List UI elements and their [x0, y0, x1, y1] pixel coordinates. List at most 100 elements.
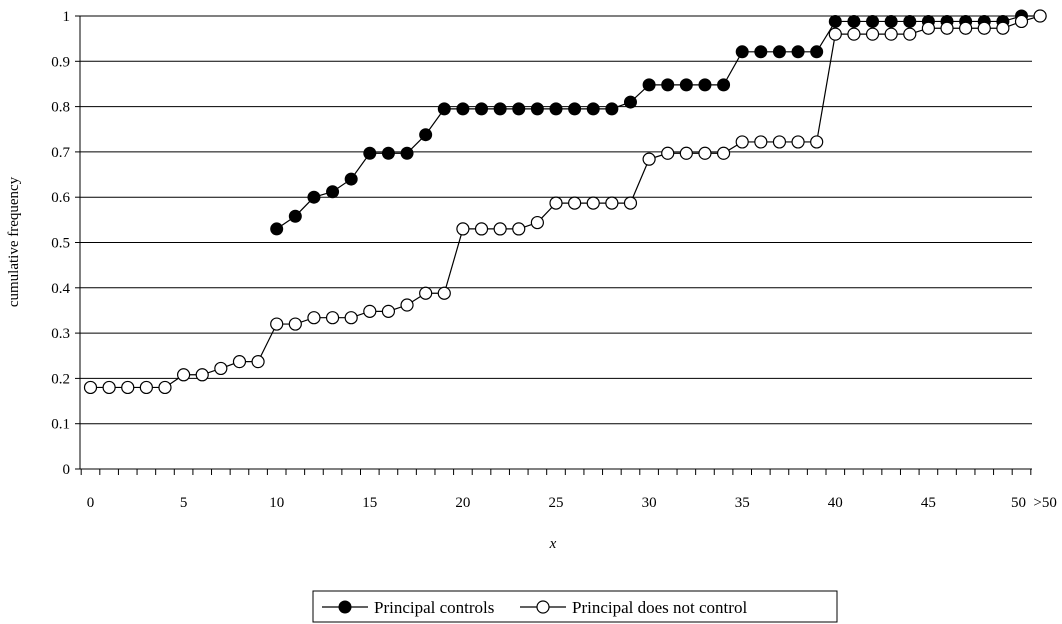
data-point-principal-controls: [754, 45, 768, 59]
legend-label-principal-does-not-control: Principal does not control: [572, 598, 747, 617]
data-point-principal-controls: [344, 172, 358, 186]
y-tick-label: 0.8: [51, 100, 70, 116]
data-point-principal-does-not-control: [679, 146, 693, 160]
y-tick-labels: 0 0.1 0.2 0.3 0.4 0.5 0.6 0.7 0.8 0.9 1: [51, 9, 70, 478]
y-tick-label: 1: [63, 9, 71, 25]
y-tick-label: 0.7: [51, 145, 70, 161]
data-point-principal-does-not-control: [549, 196, 563, 210]
data-point-principal-does-not-control: [493, 222, 507, 236]
data-point-principal-controls: [493, 102, 507, 116]
x-tick-labels: 0 5 10 15 20 25 30 35 40 45 50 >50: [87, 495, 1057, 511]
data-point-principal-does-not-control: [754, 135, 768, 149]
data-point-principal-controls: [866, 14, 880, 28]
x-tick-label: 40: [828, 495, 843, 511]
data-point-principal-does-not-control: [530, 215, 544, 230]
data-point-principal-does-not-control: [195, 368, 209, 382]
series-points: [83, 9, 1047, 395]
data-point-principal-does-not-control: [158, 380, 172, 395]
x-tick-label: 0: [87, 495, 95, 511]
data-point-principal-does-not-control: [772, 135, 787, 149]
data-point-principal-controls: [381, 146, 395, 160]
data-point-principal-does-not-control: [605, 196, 619, 210]
data-point-principal-does-not-control: [102, 380, 116, 395]
data-point-principal-does-not-control: [456, 222, 470, 236]
data-point-principal-does-not-control: [344, 311, 358, 325]
x-tick-label: 35: [735, 495, 750, 511]
data-point-principal-does-not-control: [400, 298, 414, 312]
data-point-principal-does-not-control: [903, 27, 917, 41]
series-line-1: [90, 15, 1041, 389]
data-point-principal-does-not-control: [828, 27, 842, 41]
data-point-principal-controls: [400, 146, 414, 160]
y-tick-label: 0.9: [51, 54, 70, 70]
y-tick-label: 0: [63, 462, 71, 478]
data-point-principal-does-not-control: [474, 222, 489, 236]
x-tick-label: >50: [1033, 495, 1056, 511]
data-point-principal-controls: [288, 209, 302, 223]
data-point-principal-does-not-control: [921, 21, 936, 35]
data-point-principal-does-not-control: [940, 21, 954, 35]
data-point-principal-controls: [307, 190, 321, 204]
data-point-principal-does-not-control: [307, 311, 321, 325]
data-point-principal-controls: [605, 102, 619, 116]
data-point-principal-controls: [884, 14, 898, 28]
data-point-principal-controls: [326, 185, 340, 199]
data-point-principal-does-not-control: [847, 27, 861, 41]
y-tick-label: 0.1: [51, 417, 70, 433]
data-point-principal-controls: [363, 146, 377, 160]
data-point-principal-controls: [772, 45, 786, 59]
x-tick-label: 45: [921, 495, 936, 511]
legend-label-principal-controls: Principal controls: [374, 598, 494, 617]
data-point-principal-does-not-control: [977, 21, 991, 35]
data-point-principal-does-not-control: [214, 361, 228, 376]
data-point-principal-does-not-control: [512, 222, 526, 236]
data-point-principal-controls: [549, 102, 563, 116]
x-tick-label: 15: [362, 495, 377, 511]
data-point-principal-does-not-control: [232, 355, 247, 369]
data-point-principal-does-not-control: [698, 146, 712, 160]
data-point-principal-controls: [847, 14, 861, 28]
x-tick-label: 10: [269, 495, 284, 511]
y-tick-label: 0.3: [51, 326, 70, 342]
y-tick-label: 0.4: [51, 281, 70, 297]
data-point-principal-does-not-control: [661, 146, 675, 160]
data-point-principal-controls: [530, 102, 544, 116]
data-point-principal-does-not-control: [884, 27, 898, 41]
y-tick-label: 0.2: [51, 371, 70, 387]
data-point-principal-does-not-control: [1033, 9, 1047, 23]
axes: [75, 15, 1032, 475]
data-point-principal-controls: [661, 78, 675, 92]
x-tick-label: 5: [180, 495, 188, 511]
data-point-principal-does-not-control: [381, 304, 396, 318]
data-point-principal-does-not-control: [83, 380, 98, 395]
data-point-principal-does-not-control: [735, 135, 749, 149]
data-point-principal-controls: [419, 128, 433, 142]
data-point-principal-does-not-control: [959, 21, 973, 35]
data-point-principal-does-not-control: [325, 311, 340, 325]
data-point-principal-controls: [810, 45, 824, 59]
data-point-principal-does-not-control: [586, 196, 600, 210]
y-axis-title: cumulative frequency: [6, 176, 22, 307]
data-point-principal-controls: [642, 78, 656, 92]
legend-box: [312, 590, 838, 623]
legend-marker-principal-does-not-control: [536, 600, 550, 614]
data-point-principal-does-not-control: [251, 355, 265, 369]
data-point-principal-does-not-control: [288, 317, 302, 331]
data-point-principal-does-not-control: [810, 135, 824, 149]
data-point-principal-controls: [791, 45, 805, 59]
data-point-principal-controls: [456, 102, 470, 116]
data-point-principal-does-not-control: [791, 135, 805, 149]
data-point-principal-does-not-control: [419, 286, 433, 300]
y-tick-label: 0.6: [51, 190, 70, 206]
legend: Principal controls Principal does not co…: [312, 590, 838, 623]
data-point-principal-controls: [828, 14, 842, 28]
data-point-principal-does-not-control: [270, 317, 284, 331]
x-tick-label: 25: [549, 495, 564, 511]
data-point-principal-controls: [512, 102, 526, 116]
legend-marker-principal-controls: [338, 600, 352, 614]
data-point-principal-controls: [623, 95, 637, 109]
data-point-principal-does-not-control: [177, 368, 191, 382]
y-tick-label: 0.5: [51, 236, 70, 252]
data-point-principal-controls: [568, 102, 582, 116]
